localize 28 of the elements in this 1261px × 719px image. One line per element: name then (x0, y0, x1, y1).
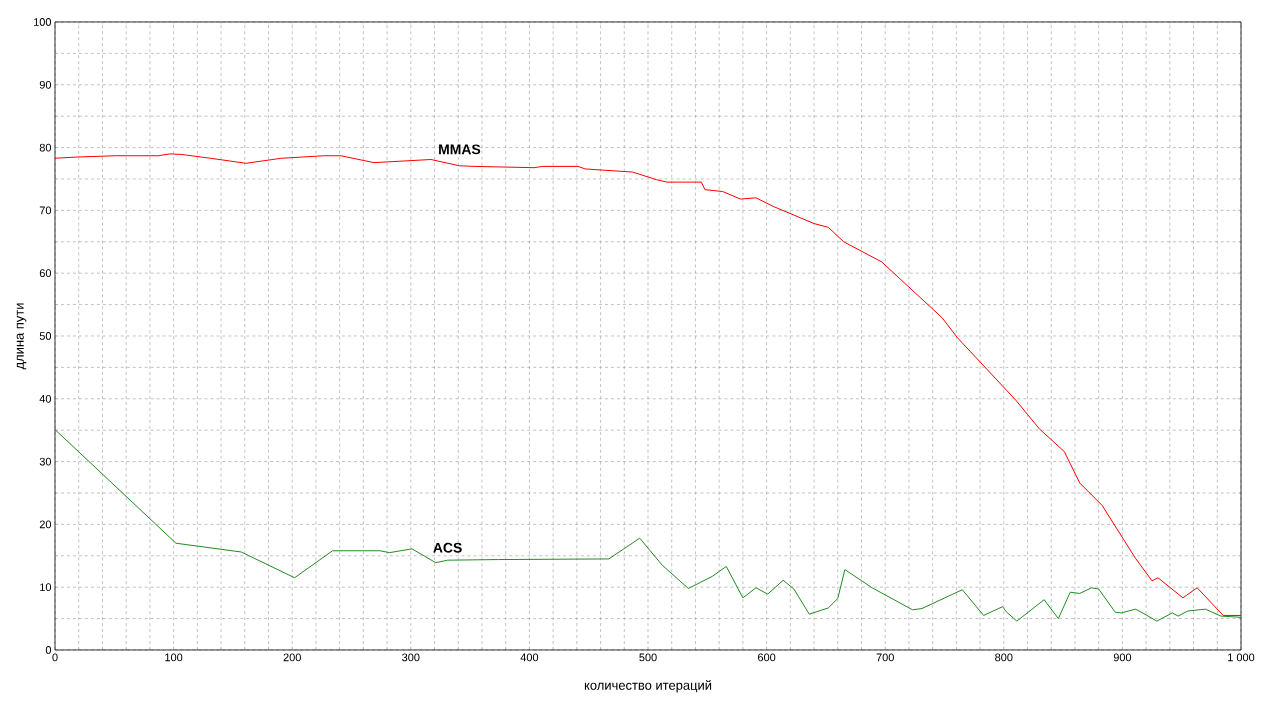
y-tick-label: 100 (34, 18, 52, 26)
series-label: ACS (433, 542, 462, 553)
x-tick-label: 500 (639, 653, 657, 662)
x-tick-label: 700 (876, 653, 894, 662)
x-tick-label: 200 (283, 653, 301, 662)
y-tick-label: 10 (40, 583, 52, 592)
x-axis-title: количество итераций (584, 680, 712, 693)
y-tick-label: 30 (39, 457, 52, 466)
y-tick-label: 40 (39, 394, 52, 403)
x-tick-label: 900 (1113, 653, 1132, 662)
x-tick-label: 400 (520, 653, 539, 662)
x-tick-label: 300 (402, 653, 420, 662)
y-tick-label: 90 (39, 80, 52, 89)
x-tick-label: 1 000 (1228, 653, 1255, 662)
line-series (55, 153, 1242, 616)
x-tick-label: 800 (995, 653, 1013, 662)
y-tick-label: 80 (39, 143, 52, 152)
x-tick-label: 100 (165, 653, 183, 662)
y-axis-title: длина пути (16, 303, 27, 370)
y-tick-label: 60 (39, 269, 52, 278)
x-tick-label: 0 (52, 653, 58, 662)
series-label: MMAS (439, 144, 481, 155)
line-series (55, 429, 1242, 622)
y-tick-label: 50 (39, 332, 52, 340)
y-tick-label: 20 (39, 520, 52, 529)
y-tick-label: 70 (39, 206, 52, 215)
y-tick-label: 0 (45, 646, 52, 654)
x-tick-label: 600 (758, 653, 776, 662)
